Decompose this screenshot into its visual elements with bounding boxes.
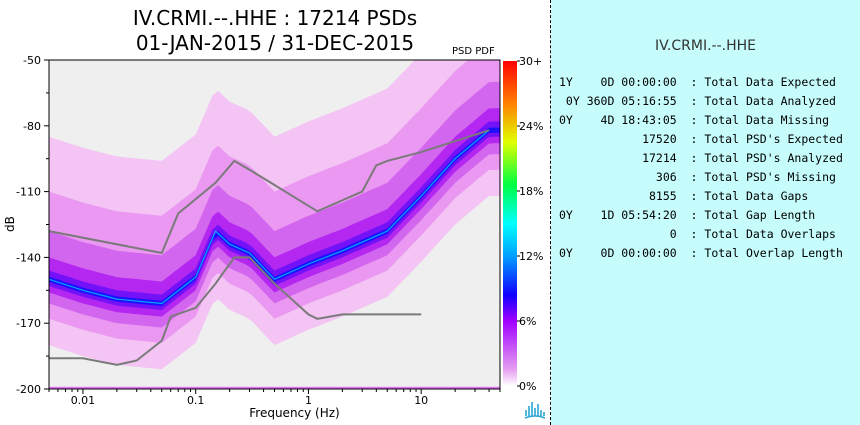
y-axis-label: dB [3,216,17,232]
x-axis-label: Frequency (Hz) [249,406,340,420]
stat-label: Total PSD's Expected [704,132,843,146]
stat-label: Total Data Gaps [704,189,809,203]
x-tick-label: 1 [305,394,312,407]
noise-model-low-curve [49,256,422,366]
stat-separator: : [676,75,705,89]
density-band-mid [49,81,500,328]
stat-label: Total Data Analyzed [704,94,836,108]
y-tick-label: -80 [23,120,41,133]
stat-row: 306 : Total PSD's Missing [559,170,843,189]
x-tick-label: 0.01 [71,394,96,407]
stats-title: IV.CRMI.--.HHE [655,38,756,54]
stat-value: 0 [559,227,677,241]
stat-separator: : [676,227,705,241]
stat-row: 17520 : Total PSD's Expected [559,132,843,151]
stat-label: Total Gap Length [704,208,816,222]
stat-separator: : [676,246,705,260]
stat-value: 0Y 360D 05:16:55 [559,94,677,108]
psd-chart-panel: IV.CRMI.--.HHE : 17214 PSDs 01-JAN-2015 … [3,6,546,420]
stat-separator: : [676,189,705,203]
stat-separator: : [676,151,705,165]
colorbar-tick-label: 6% [519,315,536,328]
stat-value: 0Y 0D 00:00:00 [559,246,677,260]
stat-row: 0Y 0D 00:00:00 : Total Overlap Length [559,246,843,265]
stat-separator: : [676,94,705,108]
stat-row: 0Y 1D 05:54:20 : Total Gap Length [559,208,843,227]
colorbar-tick-label: 18% [519,185,543,198]
chart-title: IV.CRMI.--.HHE : 17214 PSDs [132,6,418,30]
stat-separator: : [676,170,705,184]
stat-row: 1Y 0D 00:00:00 : Total Data Expected [559,75,843,94]
stat-row: 17214 : Total PSD's Analyzed [559,151,843,170]
psd-density-layer [49,60,500,389]
x-tick-label: 10 [414,394,428,407]
stat-separator: : [676,113,705,127]
stat-value: 17520 [559,132,677,146]
chart-subtitle: 01-JAN-2015 / 31-DEC-2015 [135,31,415,55]
x-tick-label: 0.1 [187,394,205,407]
y-tick-label: -110 [16,186,41,199]
stat-label: Total PSD's Analyzed [704,151,843,165]
stat-value: 306 [559,170,677,184]
noise-model-high-curve [48,129,490,255]
y-tick-label: -200 [16,383,41,396]
stat-separator: : [676,208,705,222]
stat-row: 0Y 4D 18:43:05 : Total Data Missing [559,113,843,132]
y-tick-label: -140 [16,251,41,264]
stat-label: Total Overlap Length [704,246,843,260]
stat-row: 0Y 360D 05:16:55 : Total Data Analyzed [559,94,843,113]
stat-value: 0Y 4D 18:43:05 [559,113,677,127]
stat-value: 1Y 0D 00:00:00 [559,75,677,89]
y-tick-label: -170 [16,317,41,330]
stat-value: 8155 [559,189,677,203]
stat-row: 0 : Total Data Overlaps [559,227,843,246]
floor-density [49,386,500,389]
stat-label: Total Data Overlaps [704,227,836,241]
stats-panel: IV.CRMI.--.HHE 1Y 0D 00:00:00 : Total Da… [551,0,860,425]
colorbar-tick-label: 30+ [519,55,542,68]
stat-label: Total Data Expected [704,75,836,89]
stat-value: 17214 [559,151,677,165]
psd-pdf-plot: -50 -80 -110 -140 -170 -200 0.01 0.1 1 10 Frequenc… [3,54,543,420]
stat-label: Total PSD's Missing [704,170,836,184]
stat-separator: : [676,132,705,146]
y-tick-label: -50 [23,54,41,67]
colorbar-tick-label: 0% [519,380,536,393]
colorbar-tick-label: 24% [519,120,543,133]
stat-value: 0Y 1D 05:54:20 [559,208,677,222]
psd-pdf-label: PSD PDF [452,46,495,57]
iris-logo-icon [524,402,546,419]
panel-divider [550,0,551,425]
mode-highlight [49,129,490,305]
stat-row: 8155 : Total Data Gaps [559,189,843,208]
stats-list: 1Y 0D 00:00:00 : Total Data Expected 0Y … [559,75,843,265]
stat-label: Total Data Missing [704,113,830,127]
colorbar [503,61,517,386]
colorbar-tick-label: 12% [519,250,543,263]
